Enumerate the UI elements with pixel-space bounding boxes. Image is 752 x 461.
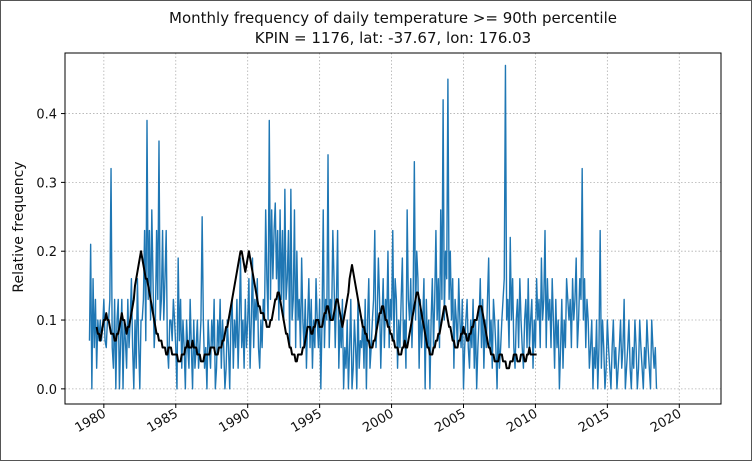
x-tick-label: 2005 (432, 406, 468, 436)
x-tick-label: 1980 (73, 406, 109, 436)
y-tick-label: 0.1 (36, 314, 57, 329)
x-tick-label: 1990 (217, 406, 253, 436)
chart-subtitle: KPIN = 1176, lat: -37.67, lon: 176.03 (254, 29, 532, 47)
y-tick-label: 0.4 (36, 108, 57, 123)
plot-area-border (64, 52, 722, 405)
y-tick-label: 0.0 (36, 383, 57, 398)
x-tick-label: 2020 (648, 406, 684, 436)
series-line-monthly (88, 64, 658, 390)
chart-title: Monthly frequency of daily temperature >… (169, 9, 617, 27)
y-tick-label: 0.3 (36, 176, 57, 191)
y-axis-label: Relative frequency (11, 161, 27, 293)
y-tick-label: 0.2 (36, 245, 57, 260)
x-tick-label: 1985 (145, 406, 181, 436)
x-tick-label: 2010 (504, 406, 540, 436)
x-tick-label: 2000 (360, 406, 396, 436)
series-line-smoothed (95, 250, 537, 370)
x-tick-label: 2015 (576, 406, 612, 436)
x-tick-label: 1995 (288, 406, 324, 436)
